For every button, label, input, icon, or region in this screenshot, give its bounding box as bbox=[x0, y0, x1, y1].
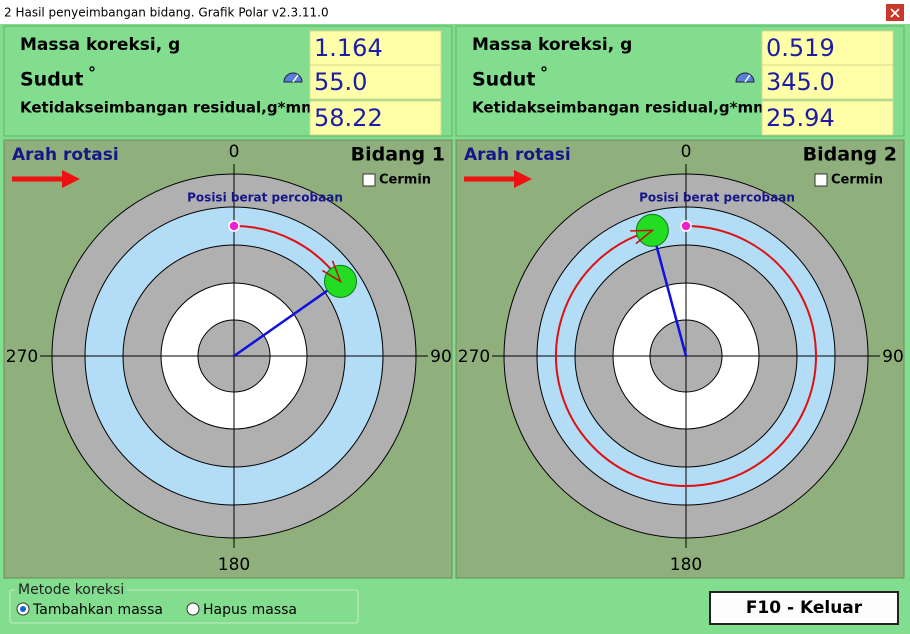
correction-vector bbox=[651, 230, 688, 357]
trial-label: Posisi berat percobaan bbox=[639, 191, 795, 205]
trial-position bbox=[680, 220, 692, 232]
method-legend: Metode koreksi bbox=[18, 582, 124, 598]
axis-label-right: 90 bbox=[430, 347, 452, 367]
value-box bbox=[309, 30, 442, 66]
field-value: 55.0 bbox=[314, 68, 367, 96]
rotation-label: Arah rotasi bbox=[464, 145, 571, 165]
field-label: Sudut bbox=[472, 69, 535, 91]
field-value: 345.0 bbox=[766, 68, 835, 96]
plane-label: Bidang 1 bbox=[351, 144, 445, 166]
axis-label-bottom: 180 bbox=[670, 555, 702, 575]
rotation-arc bbox=[555, 225, 817, 487]
angle-icon-needle bbox=[292, 74, 299, 83]
plane-label: Bidang 2 bbox=[803, 144, 897, 166]
field-label: Sudut bbox=[20, 69, 83, 91]
trial-position bbox=[228, 220, 240, 232]
title-bar bbox=[0, 0, 910, 24]
axis-label-top: 0 bbox=[229, 142, 240, 162]
exit-button-label[interactable]: F10 - Keluar bbox=[746, 598, 863, 618]
field-value: 0.519 bbox=[766, 34, 835, 62]
value-box bbox=[309, 64, 442, 100]
field-unit: ° bbox=[540, 64, 548, 83]
window-title: 2 Hasil penyeimbangan bidang. Grafik Pol… bbox=[4, 6, 329, 20]
method-option[interactable]: Tambahkan massa bbox=[32, 602, 163, 618]
trial-label: Posisi berat percobaan bbox=[187, 191, 343, 205]
mirror-label[interactable]: Cermin bbox=[379, 173, 431, 188]
value-box bbox=[761, 30, 894, 66]
arc-arrowhead bbox=[630, 229, 655, 245]
method-group bbox=[9, 589, 359, 624]
correction-vector bbox=[233, 280, 342, 358]
close-button[interactable] bbox=[886, 4, 904, 21]
field-label: Massa koreksi, g bbox=[472, 35, 632, 55]
rotation-arrowhead bbox=[514, 170, 532, 188]
rotation-label: Arah rotasi bbox=[12, 145, 119, 165]
axis-label-left: 270 bbox=[458, 347, 490, 367]
value-box bbox=[761, 64, 894, 100]
field-value: 58.22 bbox=[314, 104, 383, 132]
axis-label-right: 90 bbox=[882, 347, 904, 367]
field-label: Massa koreksi, g bbox=[20, 35, 180, 55]
mirror-checkbox[interactable] bbox=[814, 173, 828, 187]
axis-label-top: 0 bbox=[681, 142, 692, 162]
exit-button[interactable] bbox=[709, 591, 899, 625]
field-unit: ° bbox=[88, 64, 96, 83]
mirror-label[interactable]: Cermin bbox=[831, 173, 883, 188]
arc-arrowhead bbox=[322, 260, 342, 284]
rotation-arrowhead bbox=[62, 170, 80, 188]
axis-label-left: 270 bbox=[6, 347, 38, 367]
value-box bbox=[309, 100, 442, 136]
mirror-checkbox[interactable] bbox=[362, 173, 376, 187]
method-radio[interactable] bbox=[186, 602, 200, 616]
method-radio-dot[interactable] bbox=[20, 606, 26, 612]
axis-label-bottom: 180 bbox=[218, 555, 250, 575]
method-legend-bg bbox=[15, 582, 127, 598]
field-label: Ketidakseimbangan residual,g*mm bbox=[472, 99, 769, 117]
field-label: Ketidakseimbangan residual,g*mm bbox=[20, 99, 317, 117]
value-box bbox=[761, 100, 894, 136]
close-icon[interactable] bbox=[890, 8, 900, 18]
field-value: 1.164 bbox=[314, 34, 383, 62]
field-value: 25.94 bbox=[766, 104, 835, 132]
method-option[interactable]: Hapus massa bbox=[203, 602, 297, 618]
angle-icon-needle bbox=[744, 74, 751, 83]
